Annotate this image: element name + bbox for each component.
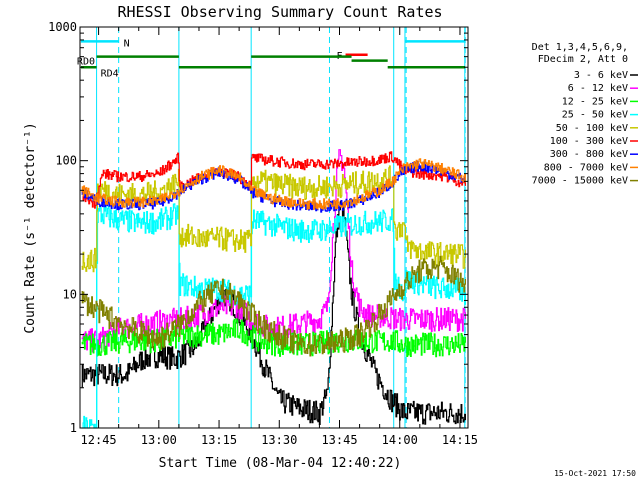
- y-axis-label: Count Rate (s⁻¹ detector⁻¹): [23, 122, 38, 333]
- rd-label-1: RD4: [101, 69, 119, 80]
- footer-timestamp: 15-Oct-2021 17:50: [554, 469, 636, 478]
- legend-entry-5: 100 - 300 keV: [550, 136, 628, 147]
- legend-header-1: FDecim 2, Att 0: [538, 54, 628, 65]
- legend-entry-0: 3 - 6 keV: [574, 70, 628, 81]
- series-line-2: [81, 318, 466, 358]
- legend-entry-3: 25 - 50 keV: [562, 110, 628, 121]
- night-label: N: [124, 38, 130, 49]
- legend-header-0: Det 1,3,4,5,6,9,: [532, 42, 628, 53]
- series-line-7: [81, 158, 466, 210]
- legend-entry-2: 12 - 25 keV: [562, 96, 628, 107]
- series-line-4: [81, 165, 466, 273]
- x-tick-label-2: 13:15: [201, 433, 237, 447]
- legend-entry-7: 800 - 7000 keV: [544, 162, 628, 173]
- x-tick-label-6: 14:15: [442, 433, 478, 447]
- rd-label-0: RD0: [77, 57, 95, 68]
- x-tick-label-4: 13:45: [321, 433, 357, 447]
- legend-entry-8: 7000 - 15000 keV: [532, 176, 628, 187]
- chart-title: RHESSI Observing Summary Count Rates: [117, 3, 442, 21]
- legend-entry-1: 6 - 12 keV: [568, 83, 628, 94]
- x-tick-label-0: 12:45: [81, 433, 117, 447]
- y-tick-label-3: 1000: [48, 20, 77, 34]
- series-line-0: [81, 200, 466, 425]
- y-tick-label-1: 10: [63, 287, 77, 301]
- series-layer: [81, 149, 466, 429]
- axes-layer: 1 10 100 1000 12:45 13:00 13:15 13:30 13:45 14:00…: [48, 20, 478, 447]
- y-tick-label-2: 100: [55, 154, 77, 168]
- x-tick-label-3: 13:30: [261, 433, 297, 447]
- legend-entry-6: 300 - 800 keV: [550, 149, 628, 160]
- legend: Det 1,3,4,5,6,9,FDecim 2, Att 0 3 - 6 keV…: [532, 42, 638, 187]
- y-tick-label-0: 1: [70, 421, 77, 435]
- x-tick-label-5: 14:00: [382, 433, 418, 447]
- x-axis-label: Start Time (08-Mar-04 12:40:22): [159, 456, 402, 471]
- plot-frame: [79, 26, 469, 429]
- x-tick-label-1: 13:00: [141, 433, 177, 447]
- legend-entry-4: 50 - 100 keV: [556, 123, 628, 134]
- series-line-8: [81, 255, 466, 357]
